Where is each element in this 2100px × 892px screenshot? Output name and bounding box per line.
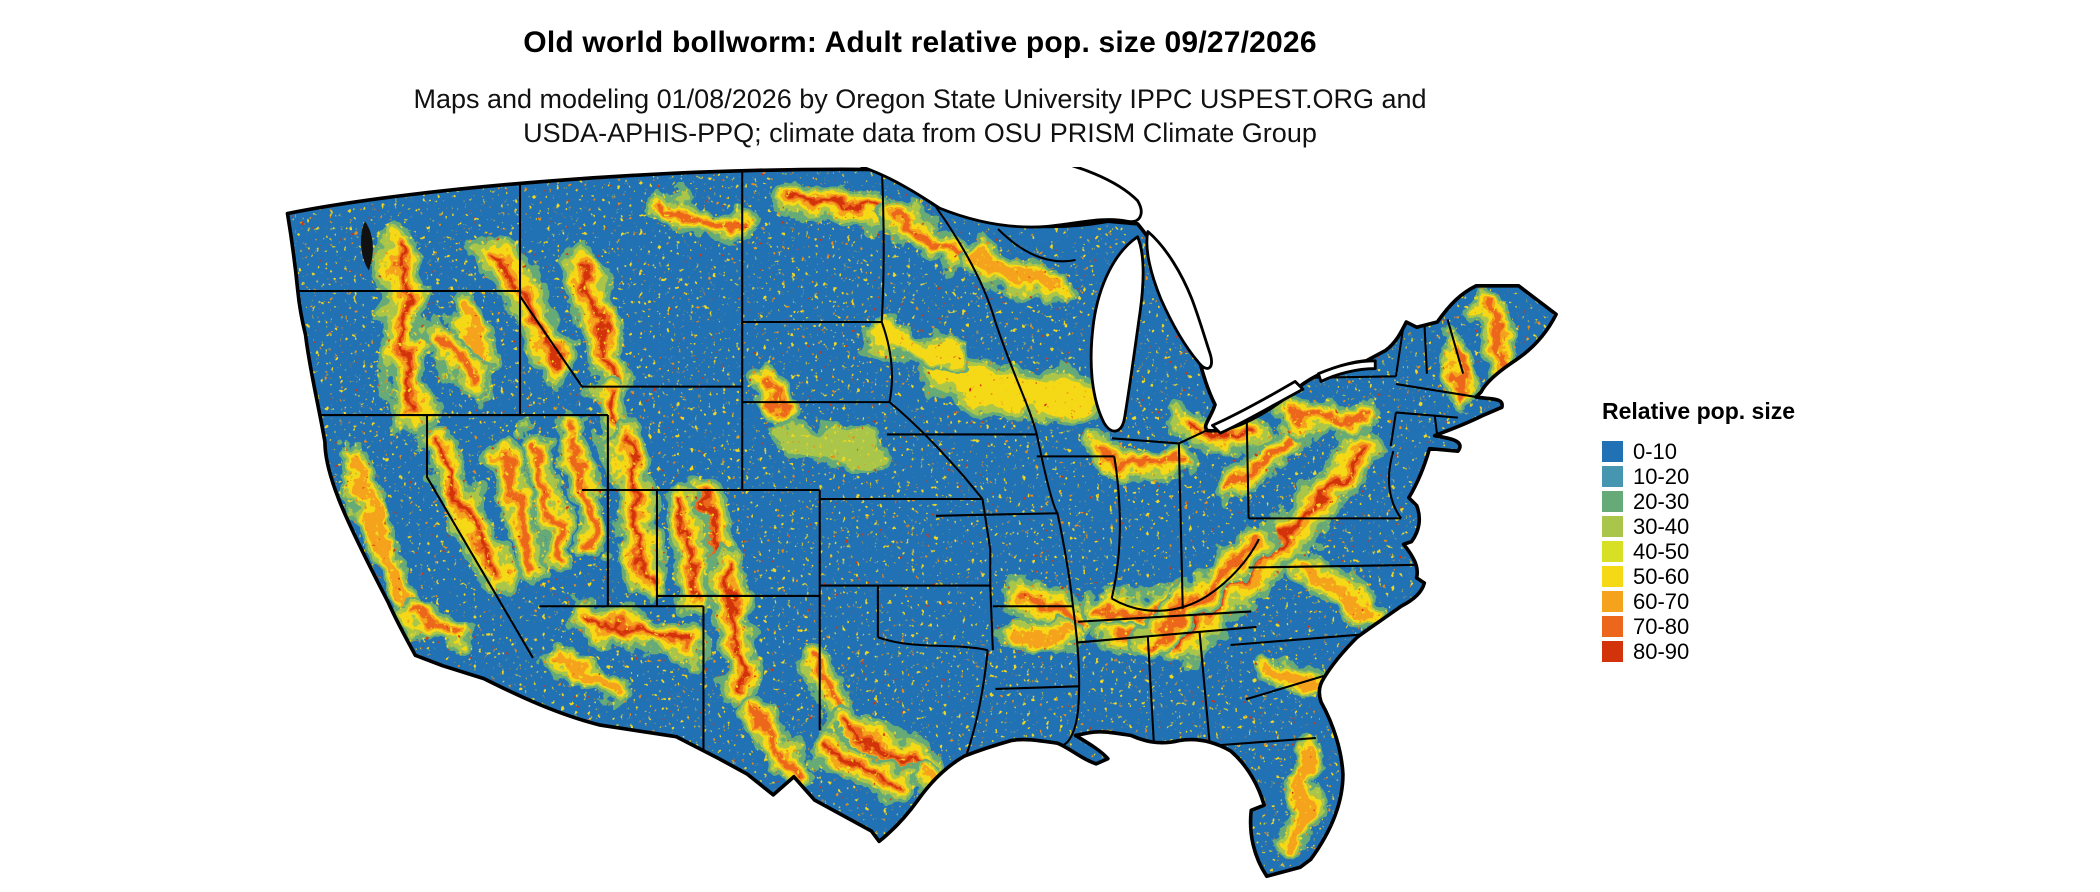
legend-swatch <box>1602 441 1623 462</box>
map-speckle-red <box>287 169 1557 877</box>
lake-michigan <box>1089 235 1145 433</box>
legend-item: 80-90 <box>1602 639 1882 664</box>
map-raster-layer <box>287 169 1557 877</box>
subtitle-line-1: Maps and modeling 01/08/2026 by Oregon S… <box>413 84 1427 114</box>
legend-item: 70-80 <box>1602 614 1882 639</box>
legend-swatch <box>1602 641 1623 662</box>
legend-list: 0-10 10-20 20-30 30-40 40-50 50-60 60-70 70-80 8… <box>1602 439 1882 664</box>
legend-item-label: 70-80 <box>1633 614 1690 639</box>
legend-item: 40-50 <box>1602 539 1882 564</box>
legend-item: 60-70 <box>1602 589 1882 614</box>
great-lakes <box>860 167 1377 435</box>
legend-swatch <box>1602 591 1623 612</box>
legend-item-label: 50-60 <box>1633 564 1690 589</box>
legend-item: 0-10 <box>1602 439 1882 464</box>
legend-swatch <box>1602 541 1623 562</box>
legend-item: 10-20 <box>1602 464 1882 489</box>
legend-item-label: 0-10 <box>1633 439 1678 464</box>
figure-subtitle: Maps and modeling 01/08/2026 by Oregon S… <box>0 82 1840 150</box>
legend-item-label: 10-20 <box>1633 464 1690 489</box>
legend-swatch <box>1602 616 1623 637</box>
lake-superior <box>860 167 1143 229</box>
legend-title: Relative pop. size <box>1602 398 1796 424</box>
legend-item: 30-40 <box>1602 514 1882 539</box>
legend-swatch <box>1602 491 1623 512</box>
figure-title: Old world bollworm: Adult relative pop. … <box>523 26 1317 59</box>
lake-huron <box>1145 230 1213 370</box>
legend-item-label: 40-50 <box>1633 539 1690 564</box>
us-map <box>274 167 1567 884</box>
legend-item: 20-30 <box>1602 489 1882 514</box>
subtitle-line-2: USDA-APHIS-PPQ; climate data from OSU PR… <box>523 118 1317 148</box>
us-map-svg <box>285 167 1558 879</box>
legend-item: 50-60 <box>1602 564 1882 589</box>
legend-swatch <box>1602 566 1623 587</box>
legend-swatch <box>1602 466 1623 487</box>
map-legend: Relative pop. size 0-10 10-20 20-30 30-40 40… <box>1602 398 1882 664</box>
state-borders <box>287 169 1477 793</box>
lake-erie <box>1211 380 1305 435</box>
legend-swatch <box>1602 516 1623 537</box>
legend-item-label: 30-40 <box>1633 514 1690 539</box>
legend-item-label: 80-90 <box>1633 639 1690 664</box>
legend-item-label: 20-30 <box>1633 489 1690 514</box>
puget-sound-detail <box>360 221 373 271</box>
lake-ontario <box>1316 359 1377 383</box>
legend-item-label: 60-70 <box>1633 589 1690 614</box>
us-outline <box>285 167 1558 879</box>
figure-header: Old world bollworm: Adult relative pop. … <box>0 26 1840 150</box>
